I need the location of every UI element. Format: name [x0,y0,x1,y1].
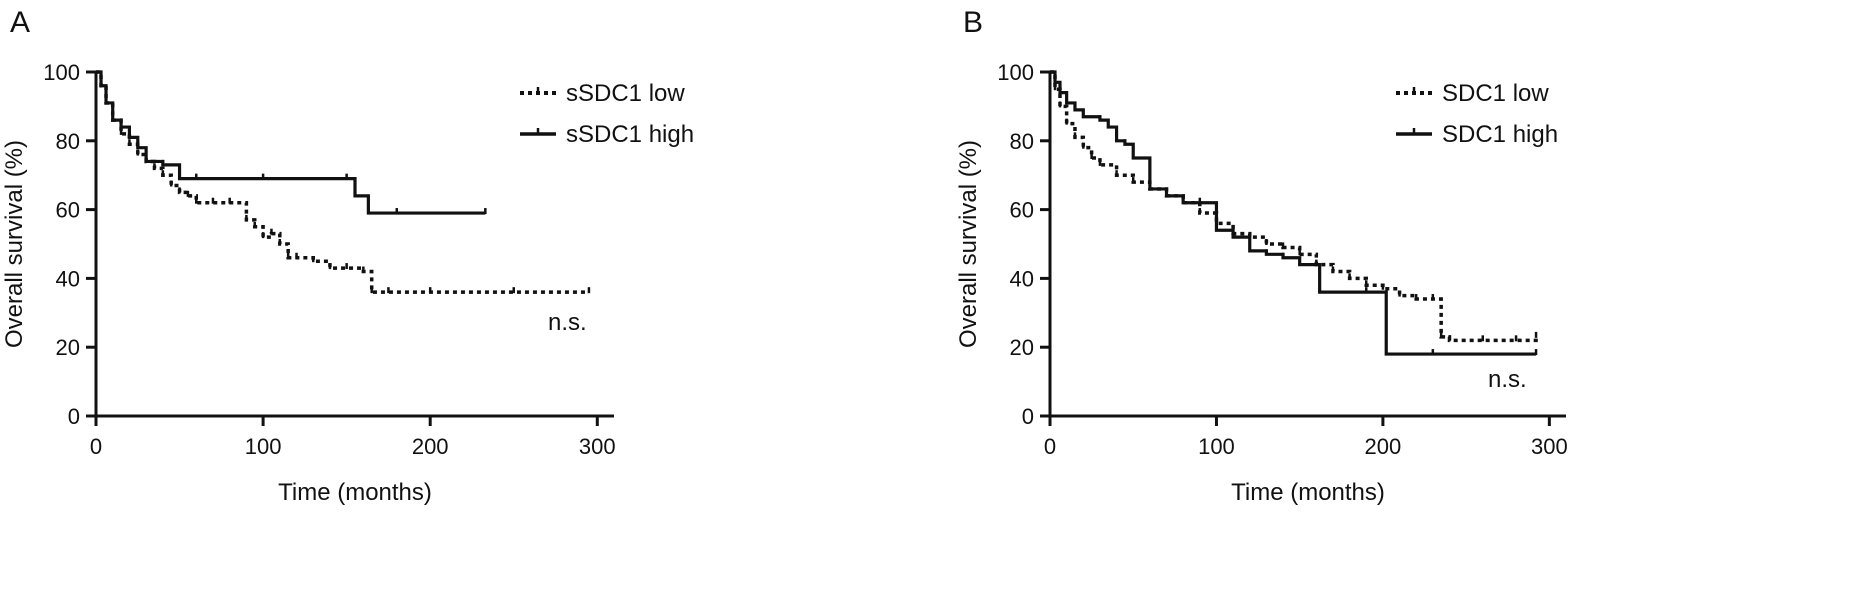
survival-curve [1050,70,1537,356]
series-ssdc1-low: sSDC1 low [96,70,685,294]
panel-a: A 0 100 200 300 0 20 40 60 80 100 Time (months) Over… [1,6,694,506]
x-tick-label: 100 [245,434,282,459]
x-tick-label: 100 [1198,434,1235,459]
y-axis-title: Overall survival (%) [1,140,28,348]
panel-label: B [963,6,983,39]
legend-label: SDC1 high [1442,121,1558,148]
x-tick-label: 0 [1044,434,1056,459]
y-tick-label: 40 [1010,266,1034,291]
x-tick-label: 300 [579,434,616,459]
significance-annotation: n.s. [548,309,587,336]
significance-annotation: n.s. [1488,366,1527,393]
y-tick-label: 100 [997,60,1034,85]
y-tick-label: 20 [56,335,80,360]
panel-label: A [10,6,30,39]
survival-curve [1050,70,1538,343]
y-tick-label: 60 [56,198,80,223]
x-tick-label: 200 [1365,434,1402,459]
y-tick-label: 40 [56,266,80,291]
legend-label: sSDC1 high [566,121,694,148]
y-tick-label: 100 [43,60,80,85]
y-axis-title: Overall survival (%) [955,140,982,348]
series-sdc1-high: SDC1 high [1050,70,1558,356]
x-tick-label: 200 [412,434,449,459]
y-tick-label: 0 [68,404,80,429]
y-tick-label: 80 [56,129,80,154]
legend-label: sSDC1 low [566,80,685,107]
y-tick-label: 20 [1010,335,1034,360]
x-axis-title: Time (months) [278,479,432,506]
series-ssdc1-high: sSDC1 high [96,70,694,215]
legend-label: SDC1 low [1442,80,1549,107]
y-tick-label: 60 [1010,198,1034,223]
x-tick-label: 300 [1531,434,1568,459]
survival-curve [96,70,589,294]
panel-b: B 0 100 200 300 0 20 40 60 80 100 Time (months) Over… [955,6,1568,506]
series-sdc1-low: SDC1 low [1050,70,1549,343]
y-tick-label: 0 [1022,404,1034,429]
x-tick-label: 0 [90,434,102,459]
survival-curve [96,70,486,215]
y-tick-label: 80 [1010,129,1034,154]
x-axis-title: Time (months) [1231,479,1385,506]
